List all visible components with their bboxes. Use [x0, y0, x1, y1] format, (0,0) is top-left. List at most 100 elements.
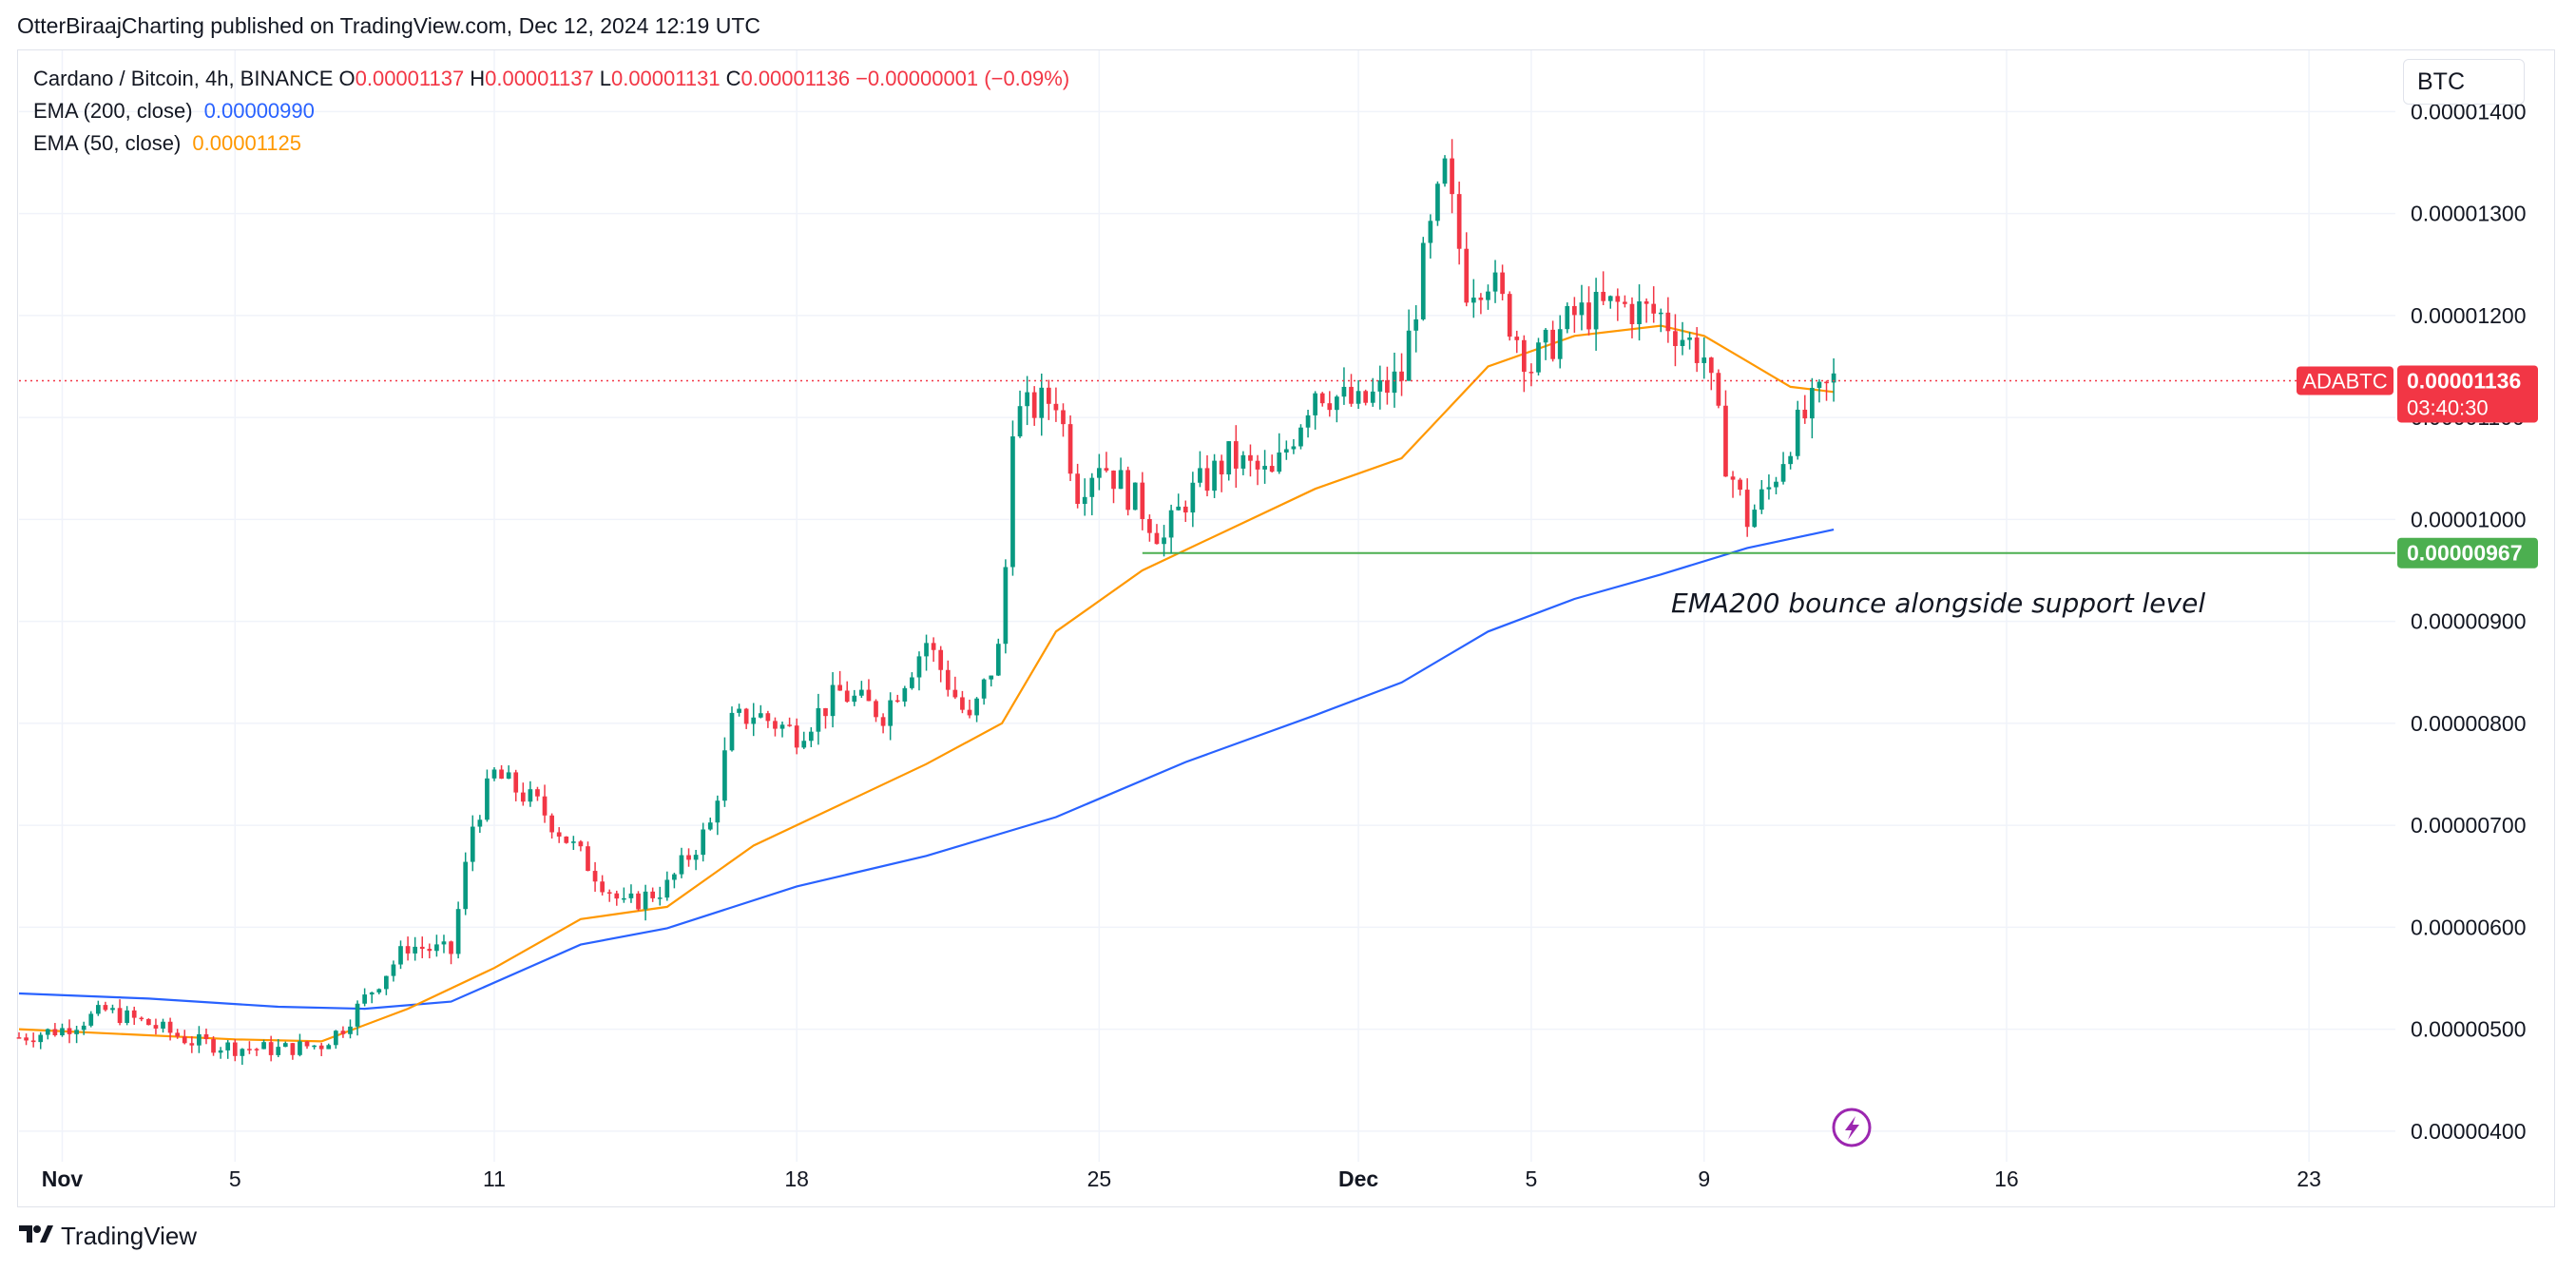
candle-body — [1125, 470, 1131, 511]
candle-body — [485, 778, 490, 820]
candle-body — [74, 1030, 79, 1034]
candle-body — [556, 832, 562, 837]
candle-body — [1500, 272, 1505, 295]
candle-body — [622, 897, 626, 900]
candle-body — [1140, 482, 1145, 519]
legend-symbol[interactable]: Cardano / Bitcoin, 4h, BINANCE — [33, 67, 334, 90]
candle-body — [989, 675, 994, 680]
candle-body — [586, 846, 590, 872]
y-tick-label: 0.00000600 — [2411, 915, 2527, 939]
chart-annotation: EMA200 bounce alongside support level — [1671, 588, 2206, 619]
candle-body — [1176, 506, 1182, 511]
candle-body — [737, 708, 741, 713]
candle-body — [1701, 357, 1707, 363]
candle-body — [1759, 489, 1764, 511]
candle-body — [413, 946, 418, 954]
candle-body — [1313, 393, 1317, 415]
candle-body — [679, 855, 684, 875]
candle-body — [38, 1034, 44, 1043]
candle-body — [441, 941, 447, 945]
flash-icon[interactable] — [1832, 1108, 1872, 1147]
candle-body — [1370, 391, 1375, 403]
candle-body — [1579, 302, 1585, 316]
candle-body — [189, 1043, 195, 1046]
candle-body — [1204, 468, 1210, 491]
candle-body — [1788, 455, 1793, 465]
candle-body — [24, 1037, 29, 1041]
candle-body — [1536, 342, 1541, 373]
candle-body — [1025, 392, 1029, 407]
legend-ema50-row[interactable]: EMA (50, close) 0.00001125 — [33, 131, 307, 156]
candle-body — [1752, 510, 1758, 528]
candle-body — [1349, 386, 1354, 404]
candle-body — [355, 1003, 360, 1027]
candle-body — [276, 1047, 281, 1055]
candle-body — [866, 689, 872, 702]
candle-body — [650, 891, 656, 898]
candle-body — [1240, 454, 1246, 469]
candle-body — [888, 700, 894, 726]
candle-body — [787, 724, 792, 726]
legend-open-value: 0.00001137 — [355, 67, 465, 90]
tradingview-logo[interactable]: TradingView — [19, 1222, 197, 1251]
candle-body — [1226, 441, 1232, 475]
candle-body — [340, 1031, 346, 1034]
legend-ema200-row[interactable]: EMA (200, close) 0.00000990 — [33, 99, 320, 124]
candle-body — [1319, 393, 1325, 404]
candle-body — [686, 855, 691, 860]
candle-body — [434, 944, 439, 952]
grid-lines — [19, 50, 2395, 1162]
candle-body — [16, 1037, 22, 1039]
candle-body — [1586, 302, 1591, 330]
ema200-line — [18, 529, 1835, 1011]
candle-body — [1003, 567, 1009, 645]
candle-body — [578, 841, 584, 847]
candle-body — [60, 1028, 65, 1035]
candle-body — [693, 855, 699, 860]
candle-body — [1450, 158, 1454, 195]
candle-body — [1219, 460, 1224, 475]
candle-body — [830, 684, 836, 717]
candle-body — [967, 709, 972, 716]
candle-body — [636, 893, 641, 910]
candle-body — [1154, 532, 1160, 545]
candle-body — [131, 1010, 137, 1018]
candle-body — [290, 1043, 296, 1055]
y-tick-label: 0.00000800 — [2411, 711, 2527, 736]
candle-body — [197, 1033, 202, 1046]
legend-ema200-value: 0.00000990 — [203, 99, 315, 123]
candle-body — [376, 989, 382, 993]
candle-body — [304, 1041, 310, 1047]
candle-body — [1593, 292, 1599, 330]
candle-body — [282, 1043, 288, 1048]
candle-body — [1615, 296, 1621, 302]
candle-body — [1435, 183, 1440, 222]
x-tick-label: 16 — [1994, 1166, 2019, 1191]
candle-body — [1031, 392, 1037, 418]
legend-ema50-value: 0.00001125 — [192, 131, 302, 155]
candle-body — [1780, 464, 1786, 482]
last-price-badge — [2397, 365, 2538, 423]
candle-body — [859, 689, 864, 696]
candle-body — [348, 1026, 353, 1034]
candle-body — [1341, 386, 1347, 397]
candle-body — [664, 879, 670, 898]
candle-body — [1039, 387, 1045, 418]
x-tick-label: Nov — [42, 1166, 84, 1191]
legend-change: −0.00000001 (−0.09%) — [855, 67, 1070, 90]
candle-body — [1716, 373, 1721, 406]
candle-body — [1147, 518, 1152, 533]
legend-close-value: 0.00001136 — [740, 67, 851, 90]
x-tick-label: 18 — [784, 1166, 809, 1191]
candle-body — [952, 689, 958, 698]
x-tick-label: 9 — [1698, 1166, 1710, 1191]
currency-button[interactable]: BTC — [2403, 59, 2525, 105]
candle-body — [1132, 482, 1138, 511]
candle-body — [1298, 427, 1303, 447]
candle-body — [1810, 388, 1815, 419]
y-tick-label: 0.00000400 — [2411, 1119, 2527, 1144]
candle-body — [1111, 471, 1116, 490]
candle-body — [1212, 460, 1217, 491]
